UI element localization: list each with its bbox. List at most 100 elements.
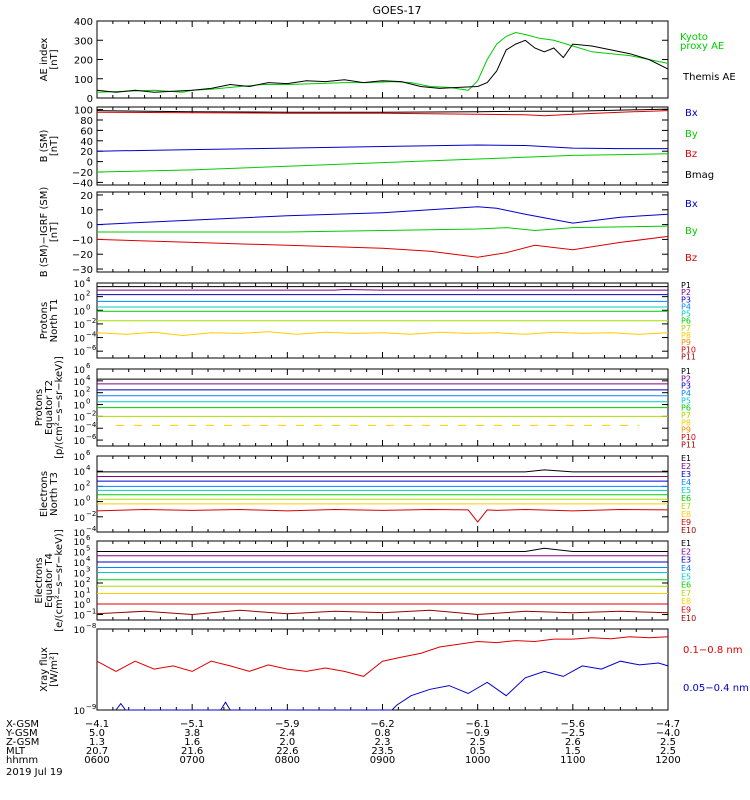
legend-entry: P8 [681,418,691,427]
axis-row-value: 22.6 [276,746,298,757]
y-tick-label: 10 [74,626,86,636]
y-tick-label: 10 [74,378,86,388]
y-tick-label: 10 [74,453,86,463]
y-tick-label: 200 [74,56,93,67]
series-pn-p8 [96,331,669,337]
legend-entry: P4 [681,389,691,398]
y-tick-label: 10 [74,707,86,717]
legend-entry: By [685,226,698,237]
y-tick-exponent: 1 [86,587,90,595]
legend-entry: E7 [681,589,691,598]
axis-row-value: 1000 [465,755,490,766]
axis-row-value: 5.0 [89,728,105,739]
axis-row-value: 1200 [655,755,680,766]
y-tick-exponent: 2 [86,386,90,394]
y-tick-label: 10 [74,335,86,345]
axis-row-value: 0600 [84,755,109,766]
axis-row-value: −4.7 [656,719,680,730]
y-tick-label: 10 [80,206,93,217]
legend-entry: E1 [681,539,691,548]
y-tick-exponent: 0 [86,303,90,311]
y-tick-label: 60 [80,126,93,137]
legend-entry: P7 [681,411,691,420]
y-tick-exponent: 3 [86,566,90,574]
legend-entry: E8 [681,597,691,606]
axis-row-value: 0700 [179,755,204,766]
axis-row-value: 2.0 [279,737,295,748]
axis-row-value: 2.5 [660,746,676,757]
legend-entry: P6 [681,404,691,413]
legend-entry: P3 [681,295,691,304]
axis-row-value: 3.8 [184,728,200,739]
y-tick-exponent: 5 [86,545,90,553]
y-tick-label: 10 [74,307,86,317]
axis-row-value: 0.8 [375,728,391,739]
series-bsm-by [96,153,669,173]
y-tick-label: 0 [87,158,93,169]
axis-row-value: −4.0 [656,728,680,739]
panel-frame [96,20,669,99]
axis-row-value: 1100 [560,755,585,766]
y-tick-label: 10 [74,538,86,548]
y-axis-label: North T1 [49,299,60,343]
y-tick-exponent: −1 [86,608,96,616]
y-axis-label: B (SM) [39,129,50,162]
y-tick-exponent: 4 [86,374,91,382]
y-tick-label: 10 [74,348,86,358]
series-en-e9 [96,508,669,523]
y-tick-exponent: −2 [86,409,96,417]
legend-entry: P7 [681,324,691,333]
axis-row-label: Y-GSM [5,728,38,739]
axis-row-value: −5.1 [180,719,204,730]
series-bres-bx [96,206,669,226]
legend-entry: E3 [681,556,691,565]
y-axis-label: Electrons [39,471,50,517]
axis-row-label: Z-GSM [6,737,39,748]
y-tick-label: 0 [87,94,93,105]
legend-entry: E9 [681,518,691,527]
y-tick-exponent: −6 [86,344,97,352]
y-tick-label: 300 [74,36,93,47]
y-tick-label: −30 [72,265,93,276]
y-axis-label: B (SM)−IGRF (SM) [39,187,50,278]
legend-entry: P8 [681,331,691,340]
y-tick-exponent: 6 [86,362,91,370]
y-tick-label: 10 [74,601,86,611]
legend-entry: E2 [681,547,691,556]
y-tick-exponent: 2 [86,576,90,584]
y-tick-label: 100 [74,106,93,117]
axis-row-value: −6.2 [370,719,394,730]
y-tick-exponent: 4 [86,555,91,563]
series-ee-e10 [96,609,669,616]
legend-entry: E4 [681,564,691,573]
axis-row-value: 2.4 [279,728,295,739]
orbit-axis-table: X-GSM −4.1 −5.1 −5.9 −6.2 −6.1 −5.6 −4.7 Y-GSM 5.… [5,719,681,778]
y-tick-label: 10 [74,529,86,539]
y-axis-label: Protons [34,389,45,426]
legend-entry: E5 [681,572,691,581]
legend-entry: Bx [685,108,698,119]
y-axis-label: Protons [39,302,50,339]
y-tick-label: 80 [80,116,93,127]
legend-entry: Bz [685,149,697,160]
legend-entry: P2 [681,374,691,383]
y-axis-label: North T3 [49,472,60,516]
axis-row-value: −2.5 [561,728,585,739]
axis-row-label: MLT [6,746,26,757]
axis-row-value: −6.1 [466,719,490,730]
series-bres-by [97,225,669,233]
axis-row-value: 2.5 [470,737,486,748]
y-tick-label: −20 [72,250,93,261]
axis-row-value: 21.6 [181,746,203,757]
panel-bres: −30 −20 −10 0 10 20 B (SM)−IGRF (SM) [nT] Bx By Bz [39,187,698,278]
legend-entry: proxy AE [680,41,724,52]
y-tick-exponent: 4 [86,276,91,284]
axis-row-value: 2.6 [565,737,581,748]
y-tick-label: 10 [74,559,86,569]
y-tick-exponent: −8 [86,622,96,630]
legend-entry: P9 [681,426,691,435]
y-axis-label: [p/(cm²−s−sr−keV)] [54,356,65,459]
y-tick-exponent: −9 [86,703,96,711]
